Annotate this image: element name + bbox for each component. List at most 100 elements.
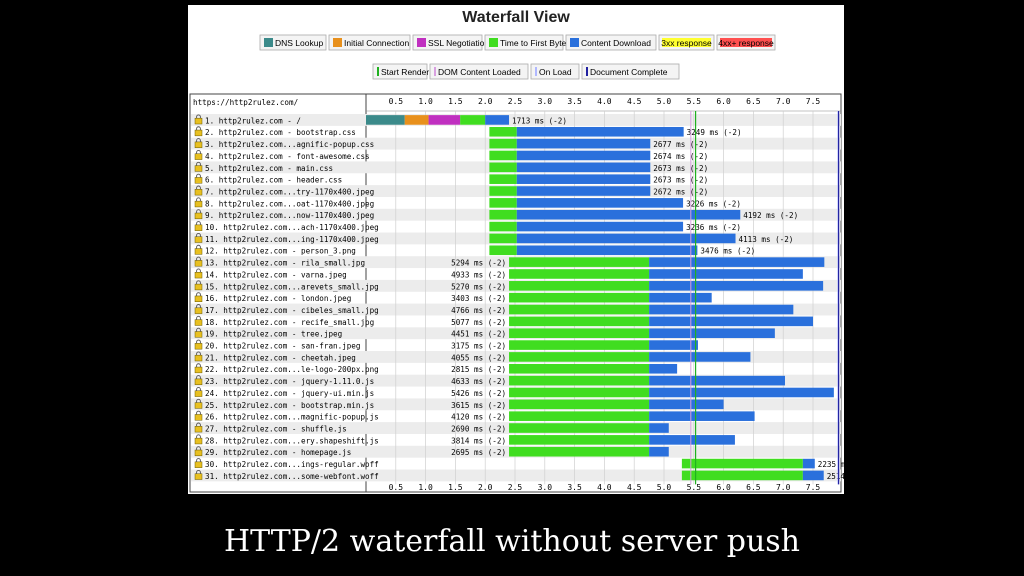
lock-icon-shackle (196, 221, 201, 226)
lock-icon (194, 366, 203, 374)
legend-box (259, 34, 327, 51)
bar-dl (649, 269, 803, 279)
request-label: 29. http2rulez.com - homepage.js (205, 448, 351, 457)
x-tick-label-top: 5.5 (687, 97, 702, 106)
lock-icon (194, 283, 203, 291)
request-time: 2514 ms (-2) (827, 472, 844, 481)
legend-box (429, 63, 529, 80)
lock-icon (194, 354, 203, 362)
bar-ttfb (509, 328, 650, 339)
bar-ttfb (489, 162, 517, 173)
chart-frame (189, 93, 842, 493)
legend-label: SSL Negotiation (428, 38, 489, 48)
request-time: 2673 ms (-2) (653, 176, 708, 185)
bar-ttfb (509, 399, 650, 410)
request-time: 5294 ms (-2) (451, 259, 506, 268)
lock-icon-shackle (196, 232, 201, 237)
legend-swatch (264, 38, 273, 47)
request-label: 9. http2rulez.com...now-1170x400.jpeg (205, 211, 374, 220)
lock-icon-shackle (196, 126, 201, 131)
x-tick-label-top: 7.0 (776, 97, 791, 106)
bar-ttfb (509, 411, 650, 421)
lock-icon-shackle (196, 138, 201, 143)
request-time: 4113 ms (-2) (739, 235, 794, 244)
bar-ttfb (681, 470, 803, 481)
request-time: 4633 ms (-2) (451, 377, 506, 386)
legend-box (530, 63, 580, 80)
request-time: 1713 ms (-2) (512, 116, 567, 125)
x-tick-label-bottom: 7.0 (776, 483, 791, 492)
bar-dl (516, 174, 651, 184)
x-tick-label-bottom: 5.0 (657, 483, 672, 492)
legend-label: 3xx response (661, 38, 712, 48)
lock-icon (194, 295, 203, 303)
legend-label: Content Download (581, 38, 651, 48)
bar-ttfb (460, 115, 486, 125)
x-tick-label-bottom: 4.0 (597, 483, 612, 492)
legend-swatch (417, 38, 426, 47)
slide-caption: HTTP/2 waterfall without server push (223, 524, 801, 559)
bar-ttfb (489, 138, 517, 149)
request-time: 4055 ms (-2) (451, 353, 506, 362)
lock-icon (194, 319, 203, 326)
lock-icon-shackle (196, 375, 201, 380)
lock-icon-shackle (196, 446, 201, 451)
request-time: 2815 ms (-2) (451, 365, 506, 374)
lock-icon (194, 129, 203, 137)
x-tick-label-top: 4.0 (597, 97, 612, 106)
bar-dl (516, 138, 651, 149)
request-label: 2. http2rulez.com - bootstrap.css (205, 128, 356, 137)
bar-ttfb (509, 387, 650, 398)
bar-ssl (428, 115, 461, 125)
x-tick-label-top: 5.0 (657, 97, 672, 106)
bar-dl (516, 186, 651, 196)
request-label: 20. http2rulez.com - san-fran.jpeg (205, 342, 360, 351)
lock-icon (194, 236, 203, 243)
lock-icon (194, 177, 203, 184)
x-tick-label-bottom: 3.5 (567, 483, 582, 492)
request-label: 1. http2rulez.com - / (205, 116, 301, 125)
bar-dl (649, 387, 834, 398)
request-time: 3226 ms (-2) (686, 199, 741, 208)
legend-swatch (377, 67, 379, 76)
legend-swatch (586, 67, 588, 76)
request-label: 11. http2rulez.com...ing-1170x400.jpeg (205, 235, 379, 244)
bar-ttfb (681, 458, 803, 469)
request-time: 5426 ms (-2) (451, 389, 506, 398)
bar-dl (649, 363, 678, 374)
lock-icon-shackle (196, 292, 201, 297)
bar-ttfb (489, 150, 517, 161)
lock-icon (194, 343, 203, 350)
bar-dl (802, 470, 824, 481)
request-label: 25. http2rulez.com - bootstrap.min.js (205, 401, 374, 410)
legend-box (581, 63, 680, 80)
bar-dl (516, 245, 698, 256)
lock-icon-shackle (196, 161, 201, 166)
lock-icon-shackle (196, 197, 201, 202)
legend-swatch (535, 67, 537, 76)
lock-icon (194, 449, 203, 457)
bar-ttfb (509, 257, 650, 267)
lock-icon-shackle (196, 185, 201, 190)
lock-icon (194, 212, 203, 220)
bar-ttfb (509, 352, 650, 362)
legend-swatch (570, 38, 579, 47)
x-tick-label-top: 2.5 (508, 97, 523, 106)
legend-label: 4xx+ response (718, 38, 774, 48)
lock-icon (194, 117, 203, 125)
bar-ttfb (509, 375, 650, 386)
request-time: 3476 ms (-2) (700, 247, 755, 256)
lock-icon-shackle (196, 351, 201, 356)
request-time: 4120 ms (-2) (451, 413, 506, 422)
lock-icon (194, 414, 203, 421)
request-label: 4. http2rulez.com - font-awesome.css (205, 152, 370, 161)
bar-ttfb (489, 174, 517, 184)
bar-ttfb (489, 126, 517, 137)
bar-ttfb (489, 198, 517, 208)
bar-dl (516, 198, 684, 208)
request-label: 13. http2rulez.com - rila_small.jpg (205, 259, 365, 268)
chart-title: Waterfall View (462, 9, 570, 26)
lock-icon-shackle (196, 469, 201, 474)
lock-icon-shackle (196, 173, 201, 178)
legend-swatch (489, 38, 498, 47)
